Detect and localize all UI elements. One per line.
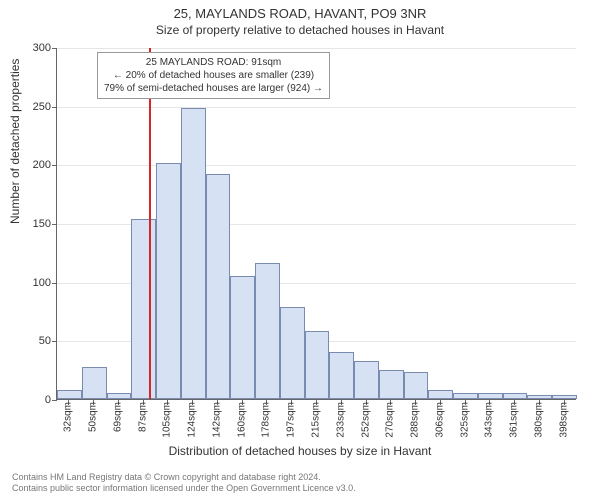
y-tick-label: 150 — [11, 218, 57, 230]
histogram-bar — [131, 219, 156, 399]
x-tick-label: 380sqm — [533, 402, 544, 438]
x-tick-label: 306sqm — [434, 402, 445, 438]
histogram-bar — [255, 263, 280, 399]
chart-area: 050100150200250300 25 MAYLANDS ROAD: 91s… — [56, 48, 576, 420]
y-axis-label: Number of detached properties — [8, 59, 22, 224]
footer: Contains HM Land Registry data © Crown c… — [12, 472, 356, 495]
histogram-bar — [478, 393, 503, 399]
histogram-bar — [82, 367, 107, 399]
histogram-bar — [181, 108, 206, 399]
x-tick-label: 215sqm — [311, 402, 322, 438]
x-tick-label: 252sqm — [360, 402, 371, 438]
x-tick-label: 32sqm — [63, 402, 74, 432]
footer-line1: Contains HM Land Registry data © Crown c… — [12, 472, 356, 483]
histogram-bar — [453, 393, 478, 399]
x-tick-label: 50sqm — [88, 402, 99, 432]
info-box-line3: 79% of semi-detached houses are larger (… — [104, 82, 323, 95]
x-tick-label: 105sqm — [162, 402, 173, 438]
histogram-bar — [230, 276, 255, 399]
y-tick-label: 100 — [11, 277, 57, 289]
histogram-bar — [305, 331, 330, 399]
x-tick-label: 197sqm — [286, 402, 297, 438]
histogram-bar — [354, 361, 379, 399]
page-title: 25, MAYLANDS ROAD, HAVANT, PO9 3NR — [0, 6, 600, 21]
x-tick-label: 178sqm — [261, 402, 272, 438]
x-tick-label: 69sqm — [112, 402, 123, 432]
footer-line2: Contains public sector information licen… — [12, 483, 356, 494]
y-tick-label: 250 — [11, 101, 57, 113]
histogram-bar — [404, 372, 429, 399]
histogram-bar — [527, 395, 552, 399]
histogram-bar — [428, 390, 453, 399]
histogram-bar — [156, 163, 181, 399]
histogram-bar — [57, 390, 82, 399]
reference-marker-line — [149, 48, 151, 399]
x-tick-label: 325sqm — [459, 402, 470, 438]
info-box-line2: ← 20% of detached houses are smaller (23… — [104, 69, 323, 82]
grid-line — [57, 48, 576, 49]
plot-area: 050100150200250300 25 MAYLANDS ROAD: 91s… — [56, 48, 576, 400]
x-tick-label: 270sqm — [385, 402, 396, 438]
x-axis-label: Distribution of detached houses by size … — [0, 444, 600, 458]
info-box: 25 MAYLANDS ROAD: 91sqm ← 20% of detache… — [97, 52, 330, 99]
grid-line — [57, 107, 576, 108]
x-tick-label: 343sqm — [484, 402, 495, 438]
histogram-bar — [107, 393, 132, 399]
histogram-bar — [280, 307, 305, 399]
histogram-bar — [552, 395, 577, 399]
page-subtitle: Size of property relative to detached ho… — [0, 23, 600, 37]
y-tick-label: 200 — [11, 159, 57, 171]
y-tick-label: 50 — [11, 335, 57, 347]
info-box-line1: 25 MAYLANDS ROAD: 91sqm — [104, 56, 323, 69]
x-tick-label: 160sqm — [236, 402, 247, 438]
x-tick-label: 124sqm — [187, 402, 198, 438]
x-tick-label: 233sqm — [335, 402, 346, 438]
x-tick-label: 288sqm — [410, 402, 421, 438]
histogram-bar — [206, 174, 231, 399]
x-tick-label: 361sqm — [509, 402, 520, 438]
grid-line — [57, 165, 576, 166]
histogram-bar — [503, 393, 528, 399]
x-tick-label: 398sqm — [558, 402, 569, 438]
x-tick-label: 142sqm — [211, 402, 222, 438]
histogram-bar — [379, 370, 404, 399]
x-tick-label: 87sqm — [137, 402, 148, 432]
histogram-bar — [329, 352, 354, 399]
y-tick-label: 300 — [11, 42, 57, 54]
y-tick-label: 0 — [11, 394, 57, 406]
